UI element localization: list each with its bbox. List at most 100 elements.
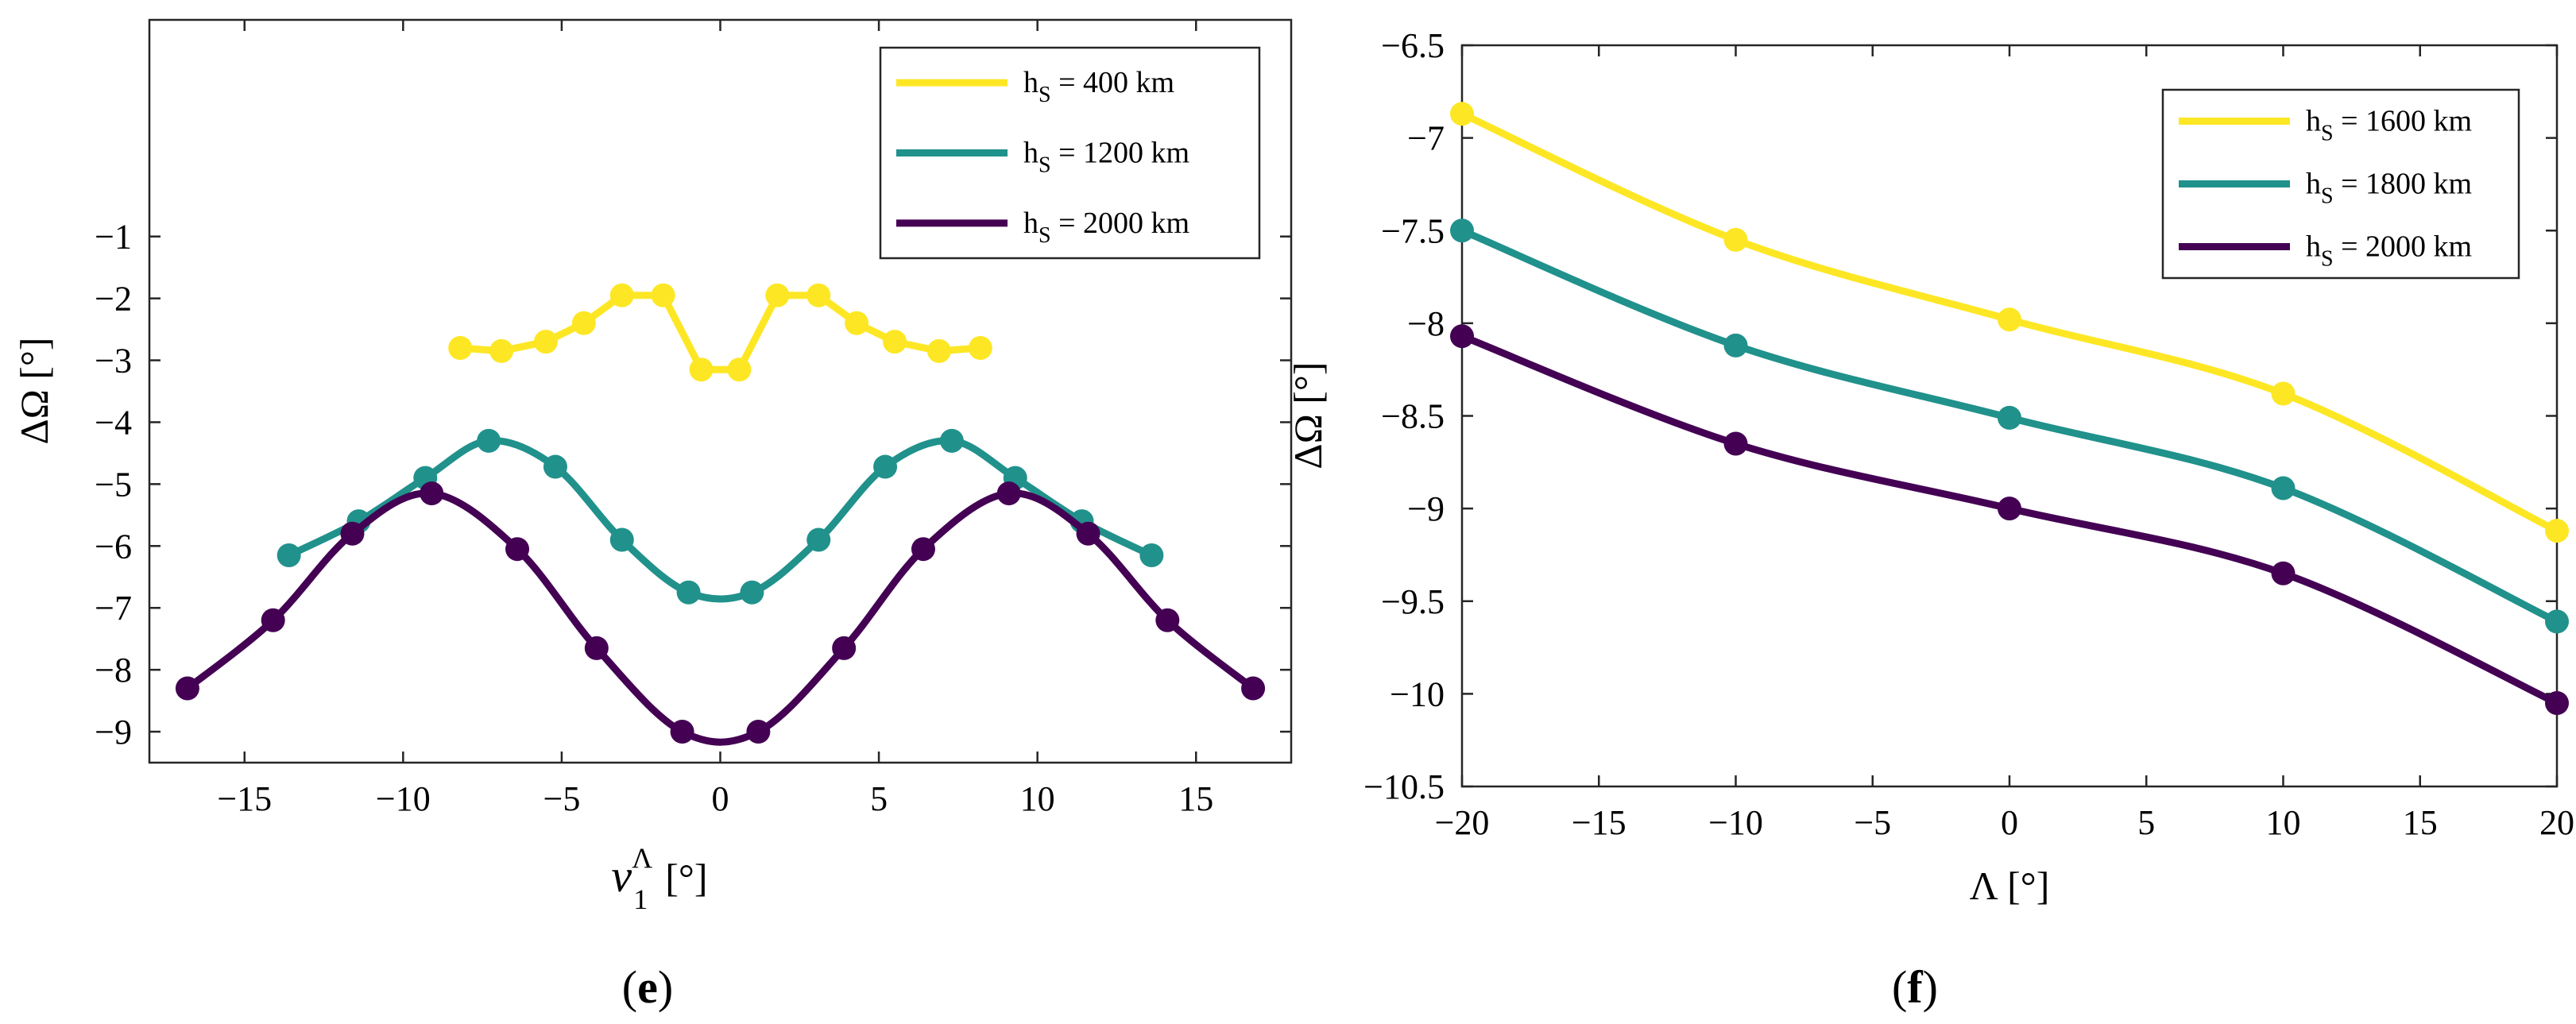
data-point	[2271, 381, 2296, 406]
data-point	[746, 720, 771, 744]
data-point	[477, 428, 501, 453]
y-tick-label: −7	[1407, 119, 1445, 158]
y-tick-label: −3	[95, 342, 132, 381]
y-tick-label: −9.5	[1381, 582, 1445, 621]
y-tick-label: −8	[1407, 304, 1445, 343]
data-point	[939, 428, 964, 453]
panel-label-f: (f)	[1892, 961, 1938, 1013]
data-point	[533, 330, 558, 354]
y-tick-label: −7.5	[1381, 211, 1445, 250]
legend-label-1: hS = 1200 km	[1023, 137, 1189, 178]
x-tick-label: 0	[712, 779, 729, 818]
x-tick-label: 0	[2001, 803, 2018, 842]
chart-panel-f: −20 −15 −10 −5 0 5 10 15 20 −10.5 −10 −9.5 −9 −8.5 −8 −…	[1286, 26, 2574, 908]
data-point	[489, 338, 514, 363]
x-tick-label: −5	[1854, 803, 1891, 842]
x-tick-label: 15	[2403, 803, 2438, 842]
chart-panel-e: −15 −10 −5 0 5 10 15 −9 −8 −7 −6 −5 −4 −3 −2 −1 νΛ 1 [°] ΔΩ…	[12, 18, 1293, 915]
data-point	[2271, 561, 2296, 585]
data-point	[1723, 431, 1748, 456]
x-tick-label: −20	[1435, 803, 1490, 842]
y-tick-label: −2	[95, 280, 132, 319]
legend-label-0: hS = 400 km	[1023, 66, 1174, 107]
y-tick-label: −9	[1407, 489, 1445, 528]
y-tick-label: −7	[95, 589, 132, 628]
series-line-1	[285, 437, 1155, 603]
data-point	[505, 537, 530, 562]
data-point	[740, 580, 764, 605]
y-tick-label: −1	[95, 218, 132, 257]
data-point	[1998, 497, 2021, 521]
data-point	[968, 335, 992, 360]
y-tick-label: −4	[95, 403, 132, 442]
x-axis-label: Λ [°]	[1970, 864, 2050, 908]
series-line-0	[456, 292, 984, 373]
y-axis-label: ΔΩ [°]	[1286, 361, 1330, 469]
data-point	[670, 720, 694, 744]
data-point	[1155, 608, 1180, 632]
data-point	[571, 311, 596, 335]
data-point	[340, 521, 365, 546]
y-tick-label: −8	[95, 651, 132, 690]
data-point	[1139, 543, 1164, 567]
data-point	[911, 537, 935, 562]
y-tick-label: −10	[1390, 674, 1445, 713]
data-point	[2545, 609, 2569, 634]
data-point	[845, 311, 869, 335]
x-tick-label: −10	[376, 779, 431, 818]
data-point	[1241, 676, 1266, 701]
data-point	[543, 454, 567, 479]
data-point	[1450, 218, 1474, 243]
data-point	[277, 543, 301, 567]
data-point	[806, 283, 831, 307]
legend-label-1: hS = 1800 km	[2306, 168, 2472, 209]
data-point	[765, 283, 790, 307]
y-tick-label: −10.5	[1363, 767, 1445, 806]
x-tick-label: 15	[1178, 779, 1213, 818]
data-point	[651, 283, 675, 307]
data-point	[584, 636, 609, 660]
data-point	[1723, 333, 1748, 357]
data-point	[1450, 102, 1474, 126]
x-tick-label: 10	[1020, 779, 1055, 818]
data-point	[1076, 521, 1100, 546]
legend-label-0: hS = 1600 km	[2306, 105, 2472, 146]
data-point	[2545, 691, 2569, 716]
x-tick-label: −5	[543, 779, 581, 818]
x-tick-label: −15	[217, 779, 272, 818]
y-tick-label: −9	[95, 713, 132, 752]
y-tick-label: −5	[95, 465, 132, 504]
data-point	[175, 676, 199, 701]
legend-label-2: hS = 2000 km	[2306, 230, 2472, 272]
y-tick-label: −6.5	[1381, 26, 1445, 65]
x-axis-label: νΛ 1 [°]	[611, 842, 707, 915]
x-tick-label: −15	[1572, 803, 1626, 842]
x-tick-label: 10	[2266, 803, 2301, 842]
data-point	[996, 481, 1021, 506]
data-point	[873, 454, 898, 479]
data-point	[883, 330, 907, 354]
data-point	[420, 481, 444, 506]
data-point	[448, 335, 473, 360]
x-tick-label: 20	[2539, 803, 2574, 842]
data-point	[1723, 227, 1748, 252]
y-axis-label: ΔΩ [°]	[12, 337, 56, 444]
y-tick-label: −6	[95, 527, 132, 566]
x-tick-label: 5	[870, 779, 888, 818]
data-point	[2271, 476, 2296, 500]
data-point	[806, 527, 831, 552]
data-point	[609, 527, 634, 552]
data-point	[676, 580, 701, 605]
data-point	[2545, 519, 2569, 543]
legend-label-2: hS = 2000 km	[1023, 207, 1189, 248]
data-point	[609, 283, 634, 307]
x-tick-label: 5	[2137, 803, 2155, 842]
y-tick-label: −8.5	[1381, 397, 1445, 436]
data-point	[926, 338, 951, 363]
data-point	[832, 636, 857, 660]
panel-label-e: (e)	[622, 961, 673, 1013]
x-tick-label: −10	[1708, 803, 1763, 842]
data-point	[1998, 307, 2021, 332]
data-point	[1998, 405, 2021, 430]
